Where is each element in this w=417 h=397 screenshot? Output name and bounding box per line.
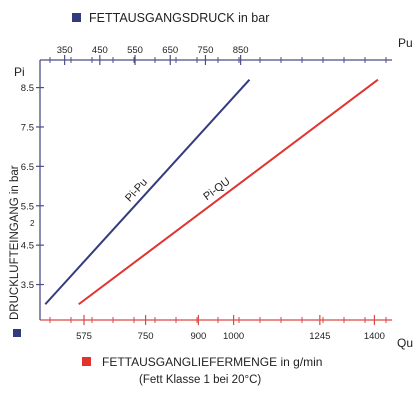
chart-marks: 350 450 550 650 750 850 575 750 900 1000 1245 1400 3… <box>21 45 387 342</box>
bottom-axis-label: Qu <box>397 336 413 350</box>
top-legend-label: FETTAUSGANGSDRUCK in bar <box>89 11 269 25</box>
y-axis-title: DRUCKLUFTEINGANG in bar <box>9 165 21 320</box>
top-axis-tick-label: 650 <box>162 45 178 56</box>
y-axis-tick-label: 3.5 <box>21 280 34 291</box>
top-axis-tick-label: 850 <box>233 45 249 56</box>
bottom-legend-note: (Fett Klasse 1 bei 20°C) <box>139 374 261 386</box>
bottom-axis-tick-label: 900 <box>190 331 206 342</box>
top-legend-swatch <box>72 13 81 22</box>
bottom-legend-swatch <box>82 357 91 366</box>
bottom-left-square <box>13 329 21 337</box>
top-axis-label: Pu <box>398 36 413 50</box>
bottom-legend-label: FETTAUSGANGLIEFERMENGE in g/min <box>102 355 322 369</box>
y-axis-tick-label: 6.5 <box>21 162 34 173</box>
y-axis-tick-label: 7.5 <box>21 122 34 133</box>
series-line-pi-qu <box>78 78 379 306</box>
top-axis-tick-label: 550 <box>127 45 143 56</box>
bottom-axis-tick-label: 1400 <box>364 331 385 342</box>
bottom-axis-tick-label: 1245 <box>309 331 330 342</box>
bottom-axis-tick-label: 575 <box>76 331 92 342</box>
y-axis-tick-label: 8.5 <box>21 83 34 94</box>
top-axis-tick-label: 450 <box>92 45 108 56</box>
bottom-axis-tick-label: 750 <box>138 331 154 342</box>
y-axis-tick-label: 5.5 <box>21 201 34 212</box>
small-mark: 2 <box>30 219 35 228</box>
series-line-pi-pu <box>44 79 251 305</box>
series-label-pi-qu: Pi-QU <box>201 175 232 203</box>
y-axis-tick-label: 4.5 <box>21 241 34 252</box>
top-axis-tick-label: 350 <box>57 45 73 56</box>
series-label-pi-pu: Pi-Pu <box>123 176 150 204</box>
y-axis-unit-label: Pi <box>14 65 25 79</box>
top-axis-tick-label: 750 <box>198 45 214 56</box>
bottom-axis-tick-label: 1000 <box>223 331 244 342</box>
